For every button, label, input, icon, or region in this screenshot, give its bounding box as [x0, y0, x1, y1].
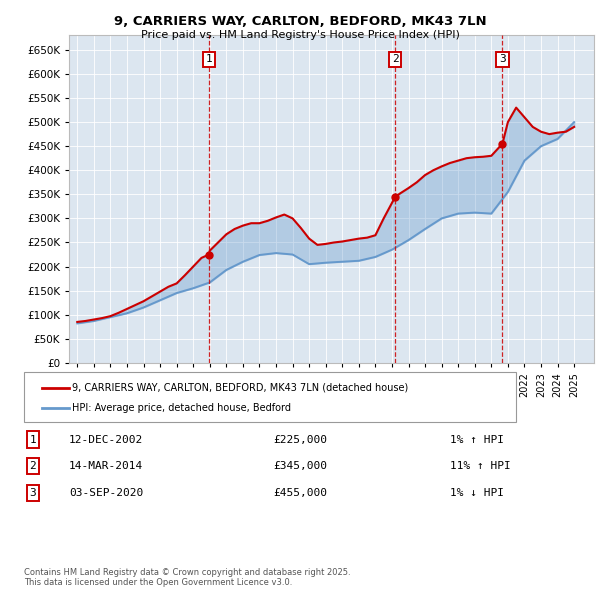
Text: 9, CARRIERS WAY, CARLTON, BEDFORD, MK43 7LN: 9, CARRIERS WAY, CARLTON, BEDFORD, MK43 …: [113, 15, 487, 28]
Text: 1% ↓ HPI: 1% ↓ HPI: [450, 488, 504, 497]
Text: 11% ↑ HPI: 11% ↑ HPI: [450, 461, 511, 471]
Text: 03-SEP-2020: 03-SEP-2020: [69, 488, 143, 497]
Text: 2: 2: [29, 461, 37, 471]
Text: Contains HM Land Registry data © Crown copyright and database right 2025.
This d: Contains HM Land Registry data © Crown c…: [24, 568, 350, 587]
Text: Price paid vs. HM Land Registry's House Price Index (HPI): Price paid vs. HM Land Registry's House …: [140, 30, 460, 40]
Text: £455,000: £455,000: [273, 488, 327, 497]
Text: £225,000: £225,000: [273, 435, 327, 444]
Text: £345,000: £345,000: [273, 461, 327, 471]
Text: 12-DEC-2002: 12-DEC-2002: [69, 435, 143, 444]
Text: 9, CARRIERS WAY, CARLTON, BEDFORD, MK43 7LN (detached house): 9, CARRIERS WAY, CARLTON, BEDFORD, MK43 …: [72, 383, 408, 392]
Text: 1% ↑ HPI: 1% ↑ HPI: [450, 435, 504, 444]
Text: 3: 3: [29, 488, 37, 497]
Text: 1: 1: [29, 435, 37, 444]
Text: 3: 3: [499, 54, 506, 64]
Text: HPI: Average price, detached house, Bedford: HPI: Average price, detached house, Bedf…: [72, 404, 291, 413]
Text: 2: 2: [392, 54, 398, 64]
Text: 1: 1: [206, 54, 212, 64]
Text: 14-MAR-2014: 14-MAR-2014: [69, 461, 143, 471]
